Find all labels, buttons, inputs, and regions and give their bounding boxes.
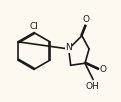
Text: Cl: Cl (29, 22, 38, 31)
Text: OH: OH (86, 82, 99, 91)
Text: N: N (65, 43, 72, 52)
Text: O: O (83, 16, 90, 24)
Text: O: O (99, 65, 106, 74)
